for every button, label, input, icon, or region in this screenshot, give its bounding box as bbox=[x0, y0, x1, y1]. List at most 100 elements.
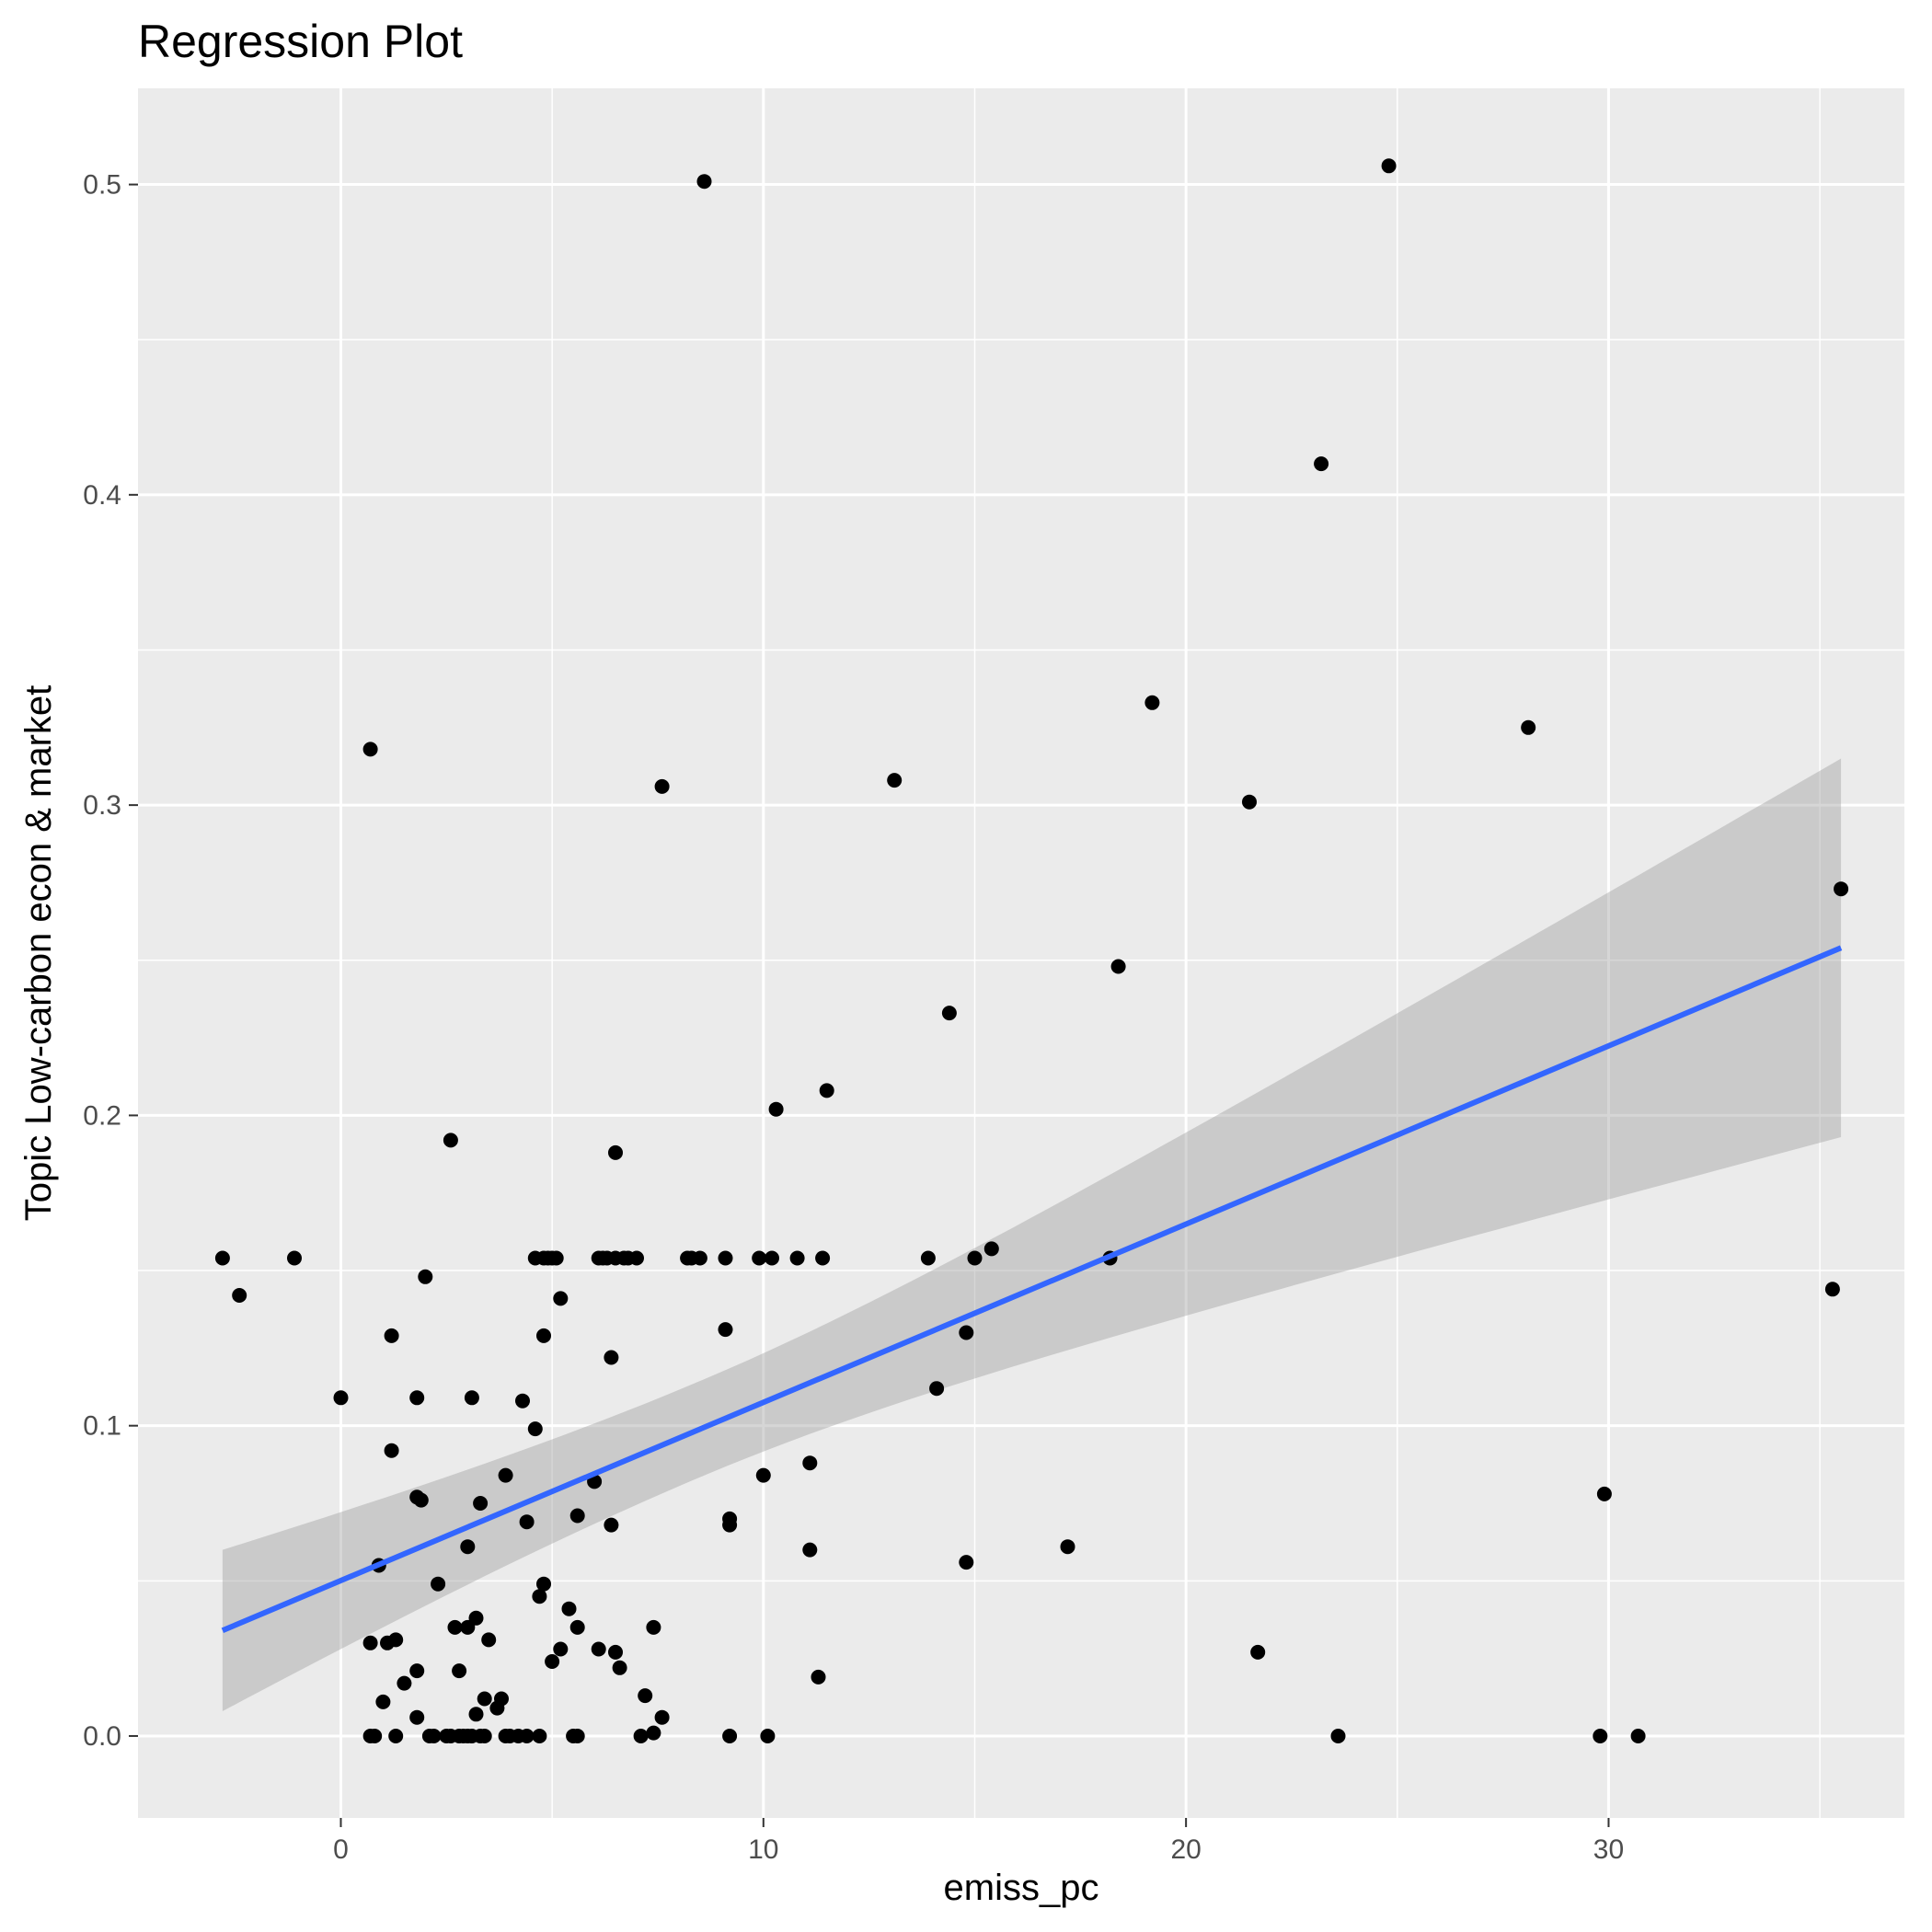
x-tick-label: 10 bbox=[748, 1834, 778, 1865]
data-point bbox=[1330, 1729, 1346, 1743]
data-point bbox=[722, 1729, 738, 1743]
confidence-band bbox=[222, 758, 1842, 1711]
data-point bbox=[722, 1517, 738, 1533]
data-point bbox=[519, 1514, 535, 1530]
data-point bbox=[1144, 695, 1160, 710]
data-point bbox=[569, 1729, 585, 1743]
data-point bbox=[819, 1083, 834, 1098]
data-point bbox=[1630, 1729, 1646, 1743]
data-point bbox=[553, 1641, 569, 1657]
data-point bbox=[646, 1725, 661, 1741]
data-point bbox=[494, 1691, 509, 1707]
data-point bbox=[608, 1644, 623, 1660]
data-point bbox=[604, 1517, 619, 1533]
data-point bbox=[654, 778, 670, 794]
y-axis-ticks: 0.0 0.1 0.2 0.3 0.4 0.5 bbox=[83, 170, 138, 1752]
data-point bbox=[460, 1539, 476, 1555]
data-point bbox=[561, 1601, 577, 1616]
data-point bbox=[481, 1632, 497, 1648]
data-point bbox=[1314, 456, 1329, 472]
y-tick-label: 0.0 bbox=[83, 1721, 121, 1752]
data-point bbox=[473, 1496, 489, 1511]
data-point bbox=[388, 1632, 404, 1648]
scatter-points bbox=[214, 158, 1849, 1743]
data-point bbox=[959, 1555, 974, 1570]
data-point bbox=[426, 1729, 442, 1743]
data-point bbox=[959, 1325, 974, 1340]
data-point bbox=[941, 1006, 957, 1021]
data-point bbox=[214, 1250, 230, 1266]
data-point bbox=[1834, 881, 1849, 897]
data-point bbox=[983, 1241, 999, 1257]
data-point bbox=[789, 1250, 805, 1266]
data-point bbox=[468, 1610, 484, 1626]
y-tick-label: 0.5 bbox=[83, 170, 121, 201]
data-point bbox=[654, 1709, 670, 1725]
data-point bbox=[367, 1729, 383, 1743]
major-gridlines bbox=[138, 88, 1904, 1818]
x-tick-label: 30 bbox=[1593, 1834, 1624, 1865]
data-point bbox=[384, 1328, 399, 1343]
data-point bbox=[388, 1729, 404, 1743]
y-tick-label: 0.2 bbox=[83, 1100, 121, 1131]
y-tick-label: 0.3 bbox=[83, 790, 121, 821]
data-point bbox=[553, 1291, 569, 1306]
data-point bbox=[384, 1443, 399, 1458]
data-point bbox=[929, 1381, 945, 1397]
data-point bbox=[333, 1390, 349, 1406]
data-point bbox=[362, 1635, 378, 1650]
data-point bbox=[1242, 794, 1257, 810]
data-point bbox=[477, 1729, 492, 1743]
data-point bbox=[409, 1709, 425, 1725]
data-point bbox=[760, 1729, 776, 1743]
data-point bbox=[591, 1641, 606, 1657]
data-point bbox=[755, 1467, 771, 1483]
plot-panel bbox=[138, 88, 1904, 1818]
regression-line bbox=[221, 945, 1843, 1634]
data-point bbox=[920, 1250, 936, 1266]
data-point bbox=[418, 1269, 433, 1284]
data-point bbox=[443, 1133, 458, 1148]
data-point bbox=[765, 1250, 779, 1266]
x-tick-label: 20 bbox=[1170, 1834, 1201, 1865]
data-point bbox=[718, 1322, 733, 1338]
data-point bbox=[1593, 1729, 1608, 1743]
data-point bbox=[548, 1250, 564, 1266]
data-point bbox=[696, 174, 712, 190]
x-axis-ticks: 0 10 20 30 bbox=[333, 1818, 1624, 1865]
data-point bbox=[545, 1654, 560, 1669]
data-point bbox=[362, 742, 378, 757]
data-point bbox=[638, 1688, 653, 1704]
data-point bbox=[752, 1250, 767, 1266]
data-point bbox=[409, 1663, 425, 1679]
data-point bbox=[887, 773, 903, 788]
data-point bbox=[811, 1669, 826, 1685]
data-point bbox=[460, 1619, 476, 1635]
data-point bbox=[608, 1144, 623, 1160]
data-point bbox=[718, 1250, 733, 1266]
data-point bbox=[431, 1576, 446, 1592]
data-point bbox=[967, 1250, 983, 1266]
data-point bbox=[802, 1542, 818, 1558]
data-point bbox=[477, 1691, 492, 1707]
data-point bbox=[768, 1101, 784, 1117]
data-point bbox=[1060, 1539, 1075, 1555]
data-point bbox=[815, 1250, 831, 1266]
data-point bbox=[468, 1707, 484, 1722]
data-point bbox=[569, 1619, 585, 1635]
data-point bbox=[1381, 158, 1397, 174]
data-point bbox=[413, 1492, 429, 1508]
chart-title: Regression Plot bbox=[138, 16, 463, 67]
data-point bbox=[452, 1663, 467, 1679]
data-point bbox=[464, 1390, 479, 1406]
data-point bbox=[527, 1421, 543, 1437]
data-point bbox=[802, 1455, 818, 1471]
data-point bbox=[1250, 1644, 1266, 1660]
x-axis-title: emiss_pc bbox=[944, 1868, 1099, 1908]
data-point bbox=[409, 1390, 425, 1406]
data-point bbox=[646, 1619, 661, 1635]
data-point bbox=[498, 1467, 513, 1483]
data-point bbox=[633, 1729, 649, 1743]
data-point bbox=[287, 1250, 302, 1266]
